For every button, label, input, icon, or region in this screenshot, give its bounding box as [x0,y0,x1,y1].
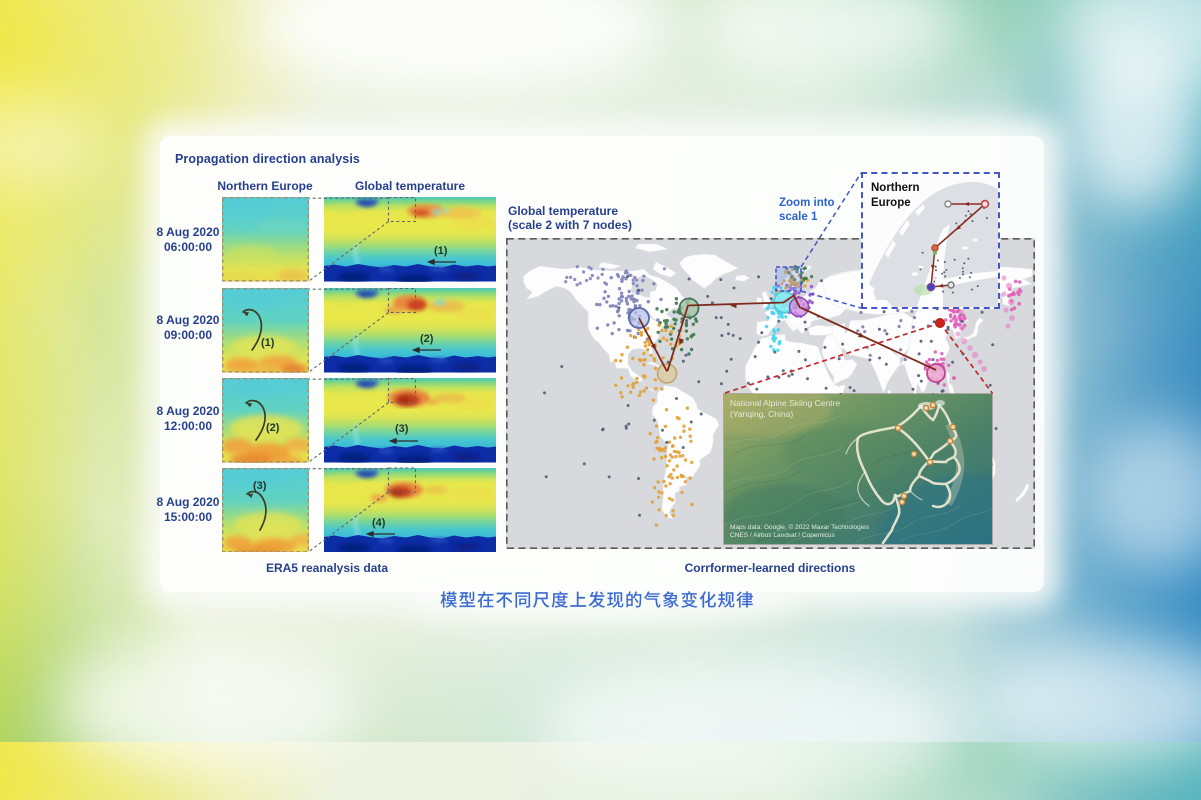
northern-europe-inset-map [863,181,998,307]
ne-step-label-3: (3) [253,480,267,492]
inset-route-arrowheads [931,202,969,288]
right-map-title: Global temperature (scale 2 with 7 nodes… [508,204,632,232]
inset-node-green-dot [933,251,937,255]
inset-node-orange [931,244,939,252]
era5-caption: ERA5 reanalysis data [265,561,389,575]
inset-node-red [980,199,990,209]
node-green [678,297,700,319]
satellite-markers [894,401,957,506]
inset-node-purple [926,282,936,292]
satellite-zoom-dashes [723,322,994,395]
satellite-attribution-line2: CNES / Airbus Landsat / Copernicus [730,532,835,539]
row-1-time: 06:00:00 [163,239,213,254]
map-dashed-border [506,238,1035,549]
row-label-1: 8 Aug 2020 06:00:00 [146,225,230,254]
ne-step-label-1: (1) [261,337,275,349]
node-tan [656,363,678,384]
global-step-label-3: (3) [395,423,409,435]
column-header-global-temperature: Global temperature [354,179,466,193]
row-2-date: 8 Aug 2020 [156,313,220,327]
inset-title-line2: Europe [871,196,911,209]
left-panel-linkage-overlay [242,196,456,552]
column-header-northern-europe: Northern Europe [217,179,313,193]
ne-step-label-2: (2) [266,422,280,434]
row-2-time: 09:00:00 [163,327,213,342]
right-map-title-line1: Global temperature [508,204,619,218]
row-label-4: 8 Aug 2020 15:00:00 [146,495,230,524]
satellite-attribution-line1: Maps data: Google, © 2022 Maxar Technolo… [730,524,870,531]
global-heatmap-row-1 [324,197,496,282]
learned-direction-arrowheads [650,303,865,351]
global-heatmap-row-3 [324,378,496,463]
left-panel-title: Propagation direction analysis [175,152,360,166]
zoom-scale1-rect [775,266,802,292]
global-step-label-1: (1) [434,245,448,257]
zoom-into-scale1-label: Zoom into scale 1 [779,197,835,224]
figure-caption-cn-glyphs [440,591,753,608]
row-3-time: 12:00:00 [163,418,213,433]
satellite-creases [724,435,927,544]
backdrop-cloud [980,640,1201,760]
zoom-label-line1: Zoom into [779,197,835,209]
row-3-date: 8 Aug 2020 [156,404,220,418]
row-label-3: 8 Aug 2020 12:00:00 [146,404,230,433]
backdrop-cloud [1090,420,1201,570]
northern-europe-inset: Northern Europe [861,172,1000,309]
inset-station-dots [919,207,988,294]
row-4-time: 15:00:00 [163,509,213,524]
corrformer-caption: Corrformer-learned directions [684,561,856,575]
ne-heatmap-row-2 [222,288,309,373]
inset-node-gray-top [944,200,952,208]
right-map-title-line2: (scale 2 with 7 nodes) [508,218,633,232]
propagation-arrows-ne [242,308,267,531]
ne-heatmap-row-1 [222,197,309,282]
page: { "colors": { "accent_text_navy": "#2740… [0,0,1201,742]
backdrop-cloud [540,660,960,800]
satellite-snow-patch [935,400,945,406]
zoom-linkage-dashes [308,196,417,552]
row-label-2: 8 Aug 2020 09:00:00 [146,313,230,342]
global-step-label-2: (2) [420,333,434,345]
row-4-date: 8 Aug 2020 [156,495,220,509]
map-inland-water [630,275,850,335]
global-heatmap-row-4 [324,467,496,552]
backdrop-cloud [700,0,960,80]
satellite-title: National Alpine Skiing Centre (Yanqing, … [730,398,840,419]
inset-title: Northern Europe [871,181,920,210]
zoom-label-line2: scale 1 [779,210,818,223]
satellite-attribution: Maps data: Google, © 2022 Maxar Technolo… [730,524,869,540]
inset-node-gray-bottom [947,281,955,289]
row-1-date: 8 Aug 2020 [156,225,220,239]
propagation-arrows-global [365,258,456,538]
backdrop-cloud [0,100,100,190]
satellite-tone-blobs [724,394,992,544]
inset-title-line1: Northern [871,182,920,194]
global-step-label-4: (4) [372,517,386,529]
satellite-inset: National Alpine Skiing Centre (Yanqing, … [723,393,993,545]
satellite-terrain [724,394,992,544]
global-heatmap-row-2 [324,288,496,373]
satellite-ridges [724,394,992,544]
satellite-trails-thin [845,437,923,507]
satellite-title-line2: (Yanqing, China) [730,408,794,419]
backdrop-cloud [60,640,360,770]
backdrop-cloud [250,0,670,90]
satellite-title-line1: National Alpine Skiing Centre [730,398,841,408]
figure-caption-cn [440,588,760,614]
